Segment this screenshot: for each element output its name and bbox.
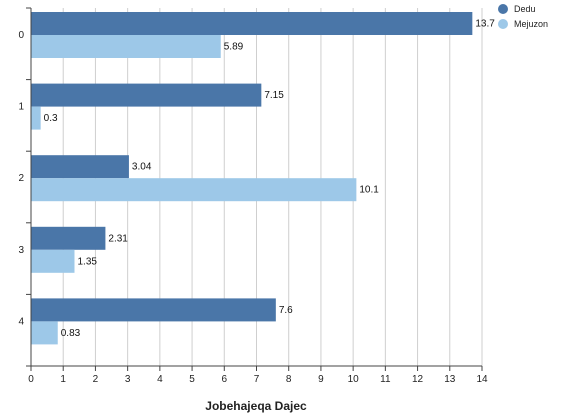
x-tick-label: 5 [189, 374, 195, 385]
y-tick-label: 3 [18, 245, 24, 256]
legend-label: Mejuzon [514, 19, 548, 29]
x-tick-label: 9 [318, 374, 324, 385]
y-tick-label: 0 [18, 30, 24, 41]
bar [31, 178, 357, 202]
x-tick-label: 1 [60, 374, 66, 385]
data-labels: 13.7 5.89 7.15 0.3 3.04 10.1 2.31 1.35 7.6 0.83 [44, 19, 496, 339]
bar [31, 298, 276, 322]
data-label: 7.15 [264, 90, 284, 101]
legend-marker [498, 4, 508, 14]
x-tick-label: 8 [286, 374, 292, 385]
bars [31, 12, 473, 345]
legend: Dedu Mejuzon [498, 4, 548, 29]
bar [31, 35, 221, 58]
legend-label: Dedu [514, 4, 536, 14]
x-tick-label: 12 [412, 374, 424, 385]
data-label: 5.89 [224, 42, 244, 53]
bar [31, 321, 58, 345]
x-tick-label: 10 [348, 374, 360, 385]
data-label: 0.83 [61, 328, 81, 339]
data-label: 3.04 [132, 162, 152, 173]
x-axis-title: Jobehajeqa Dajec [205, 399, 307, 413]
x-tick-label: 2 [93, 374, 99, 385]
bar [31, 249, 75, 273]
data-label: 7.6 [279, 305, 293, 316]
x-tick-label: 7 [254, 374, 260, 385]
data-label: 2.31 [108, 233, 128, 244]
y-tick-label: 1 [18, 102, 24, 113]
bar [31, 155, 129, 179]
x-tick-label: 13 [444, 374, 456, 385]
x-tick-label: 3 [125, 374, 131, 385]
bar [31, 12, 473, 35]
x-tick-label: 6 [222, 374, 228, 385]
bar [31, 226, 106, 250]
y-tick-label: 4 [18, 316, 24, 327]
x-tick-label: 4 [157, 374, 163, 385]
bar [31, 83, 262, 107]
x-tick-label: 14 [476, 374, 488, 385]
data-label: 0.3 [44, 113, 58, 124]
legend-marker [498, 19, 508, 29]
data-label: 10.1 [359, 185, 379, 196]
y-tick-label: 2 [18, 173, 24, 184]
bar [31, 106, 41, 130]
data-label: 1.35 [77, 256, 97, 267]
x-tick-label: 0 [28, 374, 34, 385]
data-label: 13.7 [475, 19, 495, 30]
x-tick-label: 11 [380, 374, 391, 385]
